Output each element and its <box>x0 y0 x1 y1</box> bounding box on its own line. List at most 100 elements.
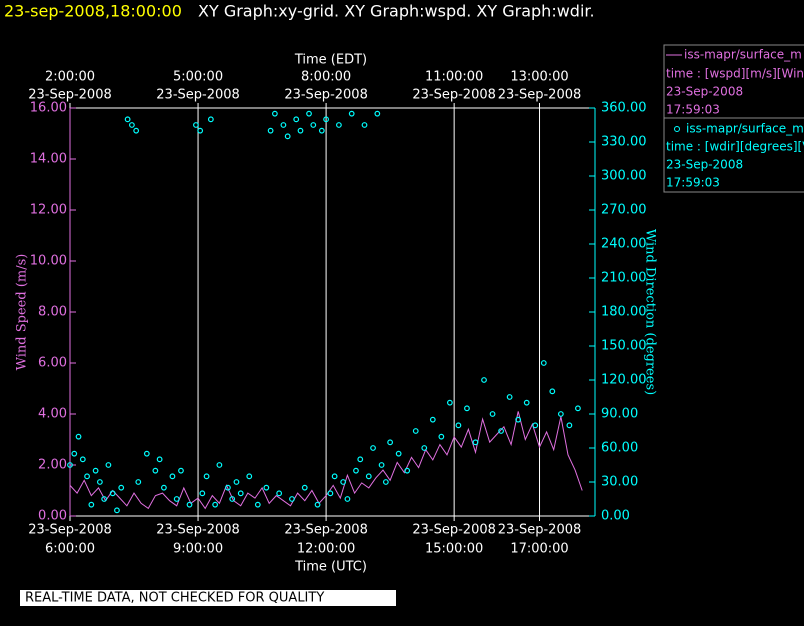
data-point <box>472 439 479 446</box>
data-point <box>361 122 368 128</box>
y-tick-label: 14.00 <box>30 152 67 167</box>
data-point <box>523 399 530 406</box>
y2-tick-label: 30.00 <box>601 475 638 490</box>
data-point <box>297 127 304 134</box>
header-timestamp: 23-sep-2008,18:00:00 <box>4 2 182 21</box>
data-point <box>267 127 274 134</box>
x2-tick-label: 23-Sep-2008 <box>412 88 496 103</box>
data-point <box>515 416 522 423</box>
x2-tick-label: 23-Sep-2008 <box>28 88 112 103</box>
y-tick-label: 10.00 <box>30 254 67 269</box>
data-point <box>135 479 142 485</box>
y2-tick-label: 150.00 <box>601 339 647 354</box>
x-tick-label: 23-Sep-2008 <box>412 523 496 538</box>
data-line <box>69 411 583 510</box>
data-point <box>263 484 270 491</box>
data-point <box>284 133 291 140</box>
y2-tick-label: 330.00 <box>601 135 647 150</box>
data-point <box>225 484 231 491</box>
data-point <box>254 501 261 508</box>
data-point <box>101 496 108 502</box>
data-point <box>557 411 564 417</box>
data-point <box>506 394 513 400</box>
legend-marker-swatch <box>674 126 680 132</box>
y-axis-title: Wind Speed (m/s) <box>15 254 30 371</box>
data-point <box>156 456 163 463</box>
y2-tick-label: 60.00 <box>601 441 638 456</box>
data-point <box>79 456 86 463</box>
x-tick-label: 12:00:00 <box>297 542 355 557</box>
y2-tick-label: 180.00 <box>601 305 647 320</box>
data-point <box>109 490 116 497</box>
y-tick-label: 8.00 <box>38 305 67 320</box>
x-tick-label: 6:00:00 <box>45 542 95 557</box>
x2-tick-label: 11:00:00 <box>425 70 483 85</box>
data-point <box>193 122 199 128</box>
x2-tick-label: 8:00:00 <box>301 70 351 85</box>
data-point <box>75 433 82 440</box>
y2-tick-label: 0.00 <box>601 509 630 524</box>
data-point <box>387 439 394 446</box>
legend-text: time : [wdir][degrees][V <box>666 140 804 154</box>
data-point <box>128 122 135 128</box>
data-point <box>233 479 240 485</box>
data-point <box>246 473 253 480</box>
data-point <box>271 110 278 117</box>
data-point <box>540 360 547 366</box>
x2-tick-label: 2:00:00 <box>45 70 95 85</box>
data-point <box>575 405 581 412</box>
y-tick-label: 6.00 <box>38 356 67 371</box>
data-point <box>566 422 573 429</box>
data-point <box>71 450 78 457</box>
y2-tick-label: 240.00 <box>601 237 647 252</box>
data-point <box>216 462 223 468</box>
data-point <box>133 127 140 134</box>
data-point <box>318 127 325 134</box>
data-point <box>455 422 462 429</box>
legend-entry: iss-mapr/surface_m <box>686 122 804 136</box>
legend-date: 23-Sep-2008 <box>666 158 743 172</box>
data-point <box>374 110 381 117</box>
y-tick-label: 2.00 <box>38 458 67 473</box>
data-point <box>237 490 244 497</box>
data-point <box>412 428 419 434</box>
y2-tick-label: 210.00 <box>601 271 647 286</box>
legend-text: time : [wspd][m/s][Win <box>666 67 804 81</box>
data-point <box>348 110 355 117</box>
data-point <box>446 399 453 406</box>
data-point <box>207 116 214 123</box>
x2-tick-label: 23-Sep-2008 <box>284 88 368 103</box>
data-point <box>331 473 338 480</box>
data-point <box>169 473 176 480</box>
legend-date: 23-Sep-2008 <box>666 85 743 99</box>
y-tick-label: 16.00 <box>30 101 67 116</box>
x-tick-label: 15:00:00 <box>425 542 483 557</box>
x-tick-label: 23-Sep-2008 <box>156 523 240 538</box>
data-point <box>289 496 295 502</box>
data-point <box>186 501 193 508</box>
data-point <box>199 490 206 497</box>
x2-axis-title: Time (EDT) <box>294 53 367 68</box>
data-point <box>280 122 287 128</box>
data-point <box>314 501 321 508</box>
data-point <box>173 496 180 502</box>
data-point <box>323 116 329 123</box>
footer: REAL-TIME DATA, NOT CHECKED FOR QUALITY <box>25 591 324 606</box>
data-point <box>143 450 150 457</box>
x2-tick-label: 23-Sep-2008 <box>498 88 582 103</box>
data-point <box>382 479 389 485</box>
x2-tick-label: 13:00:00 <box>510 70 568 85</box>
y-tick-label: 4.00 <box>38 407 67 422</box>
data-point <box>429 416 436 423</box>
data-point <box>327 490 334 497</box>
data-point <box>92 467 99 474</box>
data-point <box>340 479 347 485</box>
data-point <box>370 445 376 451</box>
data-point <box>344 496 351 502</box>
data-point <box>481 377 487 383</box>
y2-tick-label: 360.00 <box>601 101 647 116</box>
data-point <box>229 496 236 502</box>
y2-tick-label: 120.00 <box>601 373 647 388</box>
data-point <box>161 484 167 491</box>
